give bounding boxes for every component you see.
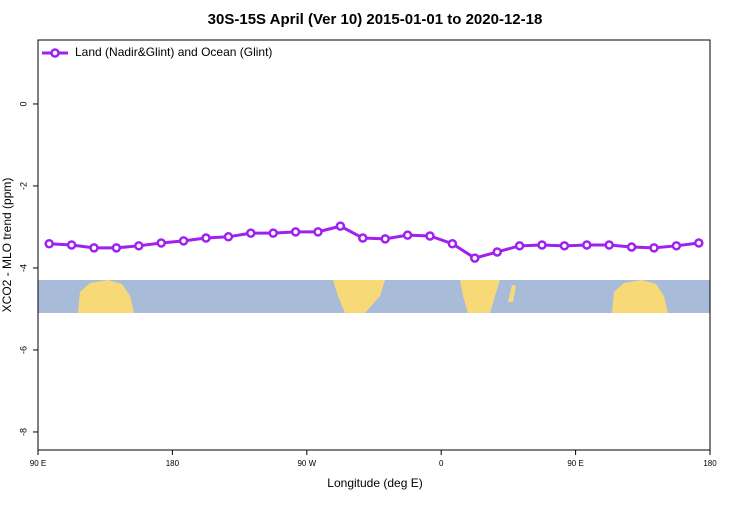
data-point: [246, 228, 256, 238]
data-point: [134, 241, 144, 251]
series-line: [49, 224, 699, 260]
data-point: [44, 239, 54, 249]
data-point: [89, 243, 99, 253]
x-axis-label: Longitude (deg E): [327, 476, 422, 490]
data-point: [582, 240, 592, 250]
x-tick-label: 180: [703, 459, 717, 468]
data-point: [425, 231, 435, 241]
y-axis-label: XCO2 - MLO trend (ppm): [0, 178, 14, 313]
data-point: [694, 238, 704, 248]
data-point: [559, 241, 570, 251]
plot-frame: [37, 39, 711, 451]
y-tick-label: -8: [18, 428, 28, 436]
data-point: [223, 232, 234, 242]
data-point: [671, 241, 682, 251]
data-point: [335, 221, 346, 231]
legend-marker: [50, 48, 60, 58]
data-point: [268, 228, 278, 238]
data-point: [492, 247, 502, 257]
data-point: [66, 240, 77, 250]
y-tick-label: -6: [18, 346, 28, 354]
data-point: [604, 240, 614, 250]
x-tick-label: 180: [166, 459, 180, 468]
legend-label: Land (Nadir&Glint) and Ocean (Glint): [75, 45, 272, 59]
data-point: [290, 227, 301, 237]
chart-title: 30S-15S April (Ver 10) 2015-01-01 to 202…: [208, 11, 543, 28]
x-tick-label: 90 W: [297, 459, 316, 468]
data-point: [156, 238, 166, 248]
data-point: [201, 233, 211, 243]
y-tick-label: 0: [18, 101, 28, 106]
data-point: [626, 242, 637, 252]
data-point: [649, 243, 659, 253]
y-tick-label: -4: [18, 264, 28, 272]
x-tick-label: 90 E: [30, 459, 46, 468]
data-point: [178, 236, 189, 246]
data-point: [402, 230, 413, 240]
data-point: [447, 239, 458, 249]
data-point: [470, 253, 480, 263]
x-tick-label: 0: [439, 459, 444, 468]
data-point: [358, 233, 368, 243]
data-point: [514, 241, 525, 251]
data-point: [537, 240, 547, 250]
map-band: [38, 280, 710, 313]
y-tick-label: -2: [18, 182, 28, 190]
data-point: [313, 227, 323, 237]
x-tick-label: 90 E: [567, 459, 583, 468]
data-point: [111, 243, 122, 253]
data-point: [380, 234, 390, 244]
